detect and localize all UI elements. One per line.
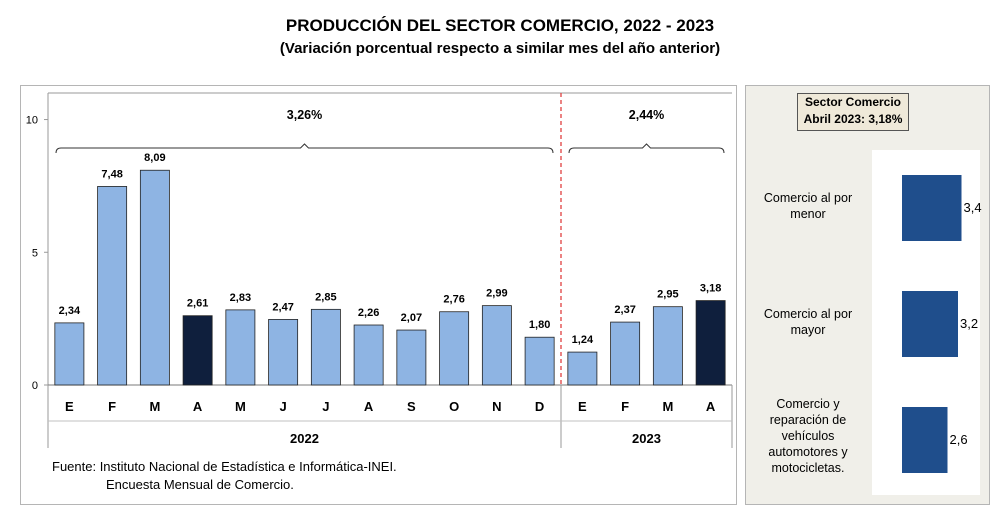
bar xyxy=(97,186,128,386)
bar-value-label: 2,34 xyxy=(59,305,81,317)
bar-value-label: 8,09 xyxy=(144,152,165,164)
x-tick-label: J xyxy=(280,399,287,414)
side-label-line: mayor xyxy=(790,323,826,337)
bar-value-label: 2,26 xyxy=(358,307,379,319)
year-label: 2023 xyxy=(632,431,661,446)
side-bar xyxy=(902,291,958,357)
side-category-label-3: Comercio y reparación de vehículos autom… xyxy=(752,396,864,476)
bar xyxy=(139,169,170,386)
side-label-line: motocicletas. xyxy=(771,461,845,475)
side-category-label-2: Comercio al por mayor xyxy=(752,306,864,338)
bar-value-label: 2,61 xyxy=(187,298,208,310)
bar xyxy=(396,329,427,386)
bar xyxy=(524,336,555,386)
bar-value-label: 2,76 xyxy=(443,294,464,306)
chart-title: PRODUCCIÓN DEL SECTOR COMERCIO, 2022 - 2… xyxy=(285,16,715,35)
bar-value-label: 3,18 xyxy=(700,283,721,295)
bar xyxy=(695,300,726,386)
side-label-line: automotores y xyxy=(768,445,848,459)
chart-subtitle: (Variación porcentual respecto a similar… xyxy=(279,40,721,57)
y-tick-label: 10 xyxy=(26,115,38,127)
x-tick-label: M xyxy=(235,399,246,414)
side-bar xyxy=(902,407,948,473)
bar xyxy=(439,311,470,386)
bar xyxy=(353,324,384,386)
x-tick-label: N xyxy=(492,399,501,414)
bar-value-label: 2,47 xyxy=(272,301,293,313)
y-tick-label: 5 xyxy=(32,247,38,259)
year-label: 2022 xyxy=(290,431,319,446)
bar xyxy=(481,305,512,386)
side-bar-value-label: 2,6 xyxy=(950,432,968,447)
bar-value-label: 2,07 xyxy=(401,312,422,324)
bar xyxy=(268,319,299,386)
summary-value: Abril 2023: 3,18% xyxy=(803,112,903,126)
x-tick-label: A xyxy=(364,399,374,414)
bar xyxy=(225,309,256,386)
bar xyxy=(567,351,598,386)
side-label-line: Comercio y xyxy=(776,397,840,411)
side-label-line: reparación de xyxy=(769,413,847,427)
source-line-1: Fuente: Instituto Nacional de Estadístic… xyxy=(52,459,397,474)
bar-value-label: 2,83 xyxy=(230,292,251,304)
summary-title: Sector Comercio xyxy=(804,95,902,109)
bar-value-label: 1,80 xyxy=(529,319,550,331)
year-bracket xyxy=(568,143,725,154)
side-category-label-1: Comercio al por menor xyxy=(752,190,864,222)
side-bar xyxy=(902,175,962,241)
bar-value-label: 7,48 xyxy=(101,168,122,180)
bar xyxy=(310,308,341,386)
x-tick-label: F xyxy=(108,399,116,414)
x-tick-label: J xyxy=(322,399,329,414)
side-label-line: vehículos xyxy=(781,429,835,443)
x-tick-label: S xyxy=(407,399,416,414)
side-bar-value-label: 3,2 xyxy=(960,316,978,331)
x-tick-label: A xyxy=(193,399,203,414)
bar xyxy=(652,306,683,386)
year-bracket xyxy=(55,143,554,154)
source-note: Fuente: Instituto Nacional de Estadístic… xyxy=(52,458,397,494)
x-tick-label: M xyxy=(662,399,673,414)
x-tick-label: D xyxy=(535,399,544,414)
main-chart-frame xyxy=(20,85,737,505)
side-bar-value-label: 3,4 xyxy=(964,200,982,215)
source-line-2: Encuesta Mensual de Comercio. xyxy=(106,477,294,492)
y-tick-label: 0 xyxy=(32,380,38,392)
year-average-label: 2,44% xyxy=(629,108,664,122)
bar-value-label: 2,99 xyxy=(486,288,507,300)
summary-box: Sector Comercio Abril 2023: 3,18% xyxy=(797,93,909,131)
x-tick-label: O xyxy=(449,399,459,414)
year-average-label: 3,26% xyxy=(287,108,322,122)
x-tick-label: A xyxy=(706,399,716,414)
bar xyxy=(54,322,85,386)
side-label-line: Comercio al por xyxy=(763,191,853,205)
x-tick-label: F xyxy=(621,399,629,414)
bar-value-label: 2,37 xyxy=(614,304,635,316)
side-label-line: menor xyxy=(790,207,826,221)
side-label-line: Comercio al por xyxy=(763,307,853,321)
bar-value-label: 2,85 xyxy=(315,291,336,303)
bar xyxy=(182,315,213,386)
bar xyxy=(610,321,641,386)
x-tick-label: M xyxy=(149,399,160,414)
bar-value-label: 1,24 xyxy=(572,334,594,346)
x-tick-label: E xyxy=(578,399,587,414)
bar-value-label: 2,95 xyxy=(657,289,678,301)
x-tick-label: E xyxy=(65,399,74,414)
